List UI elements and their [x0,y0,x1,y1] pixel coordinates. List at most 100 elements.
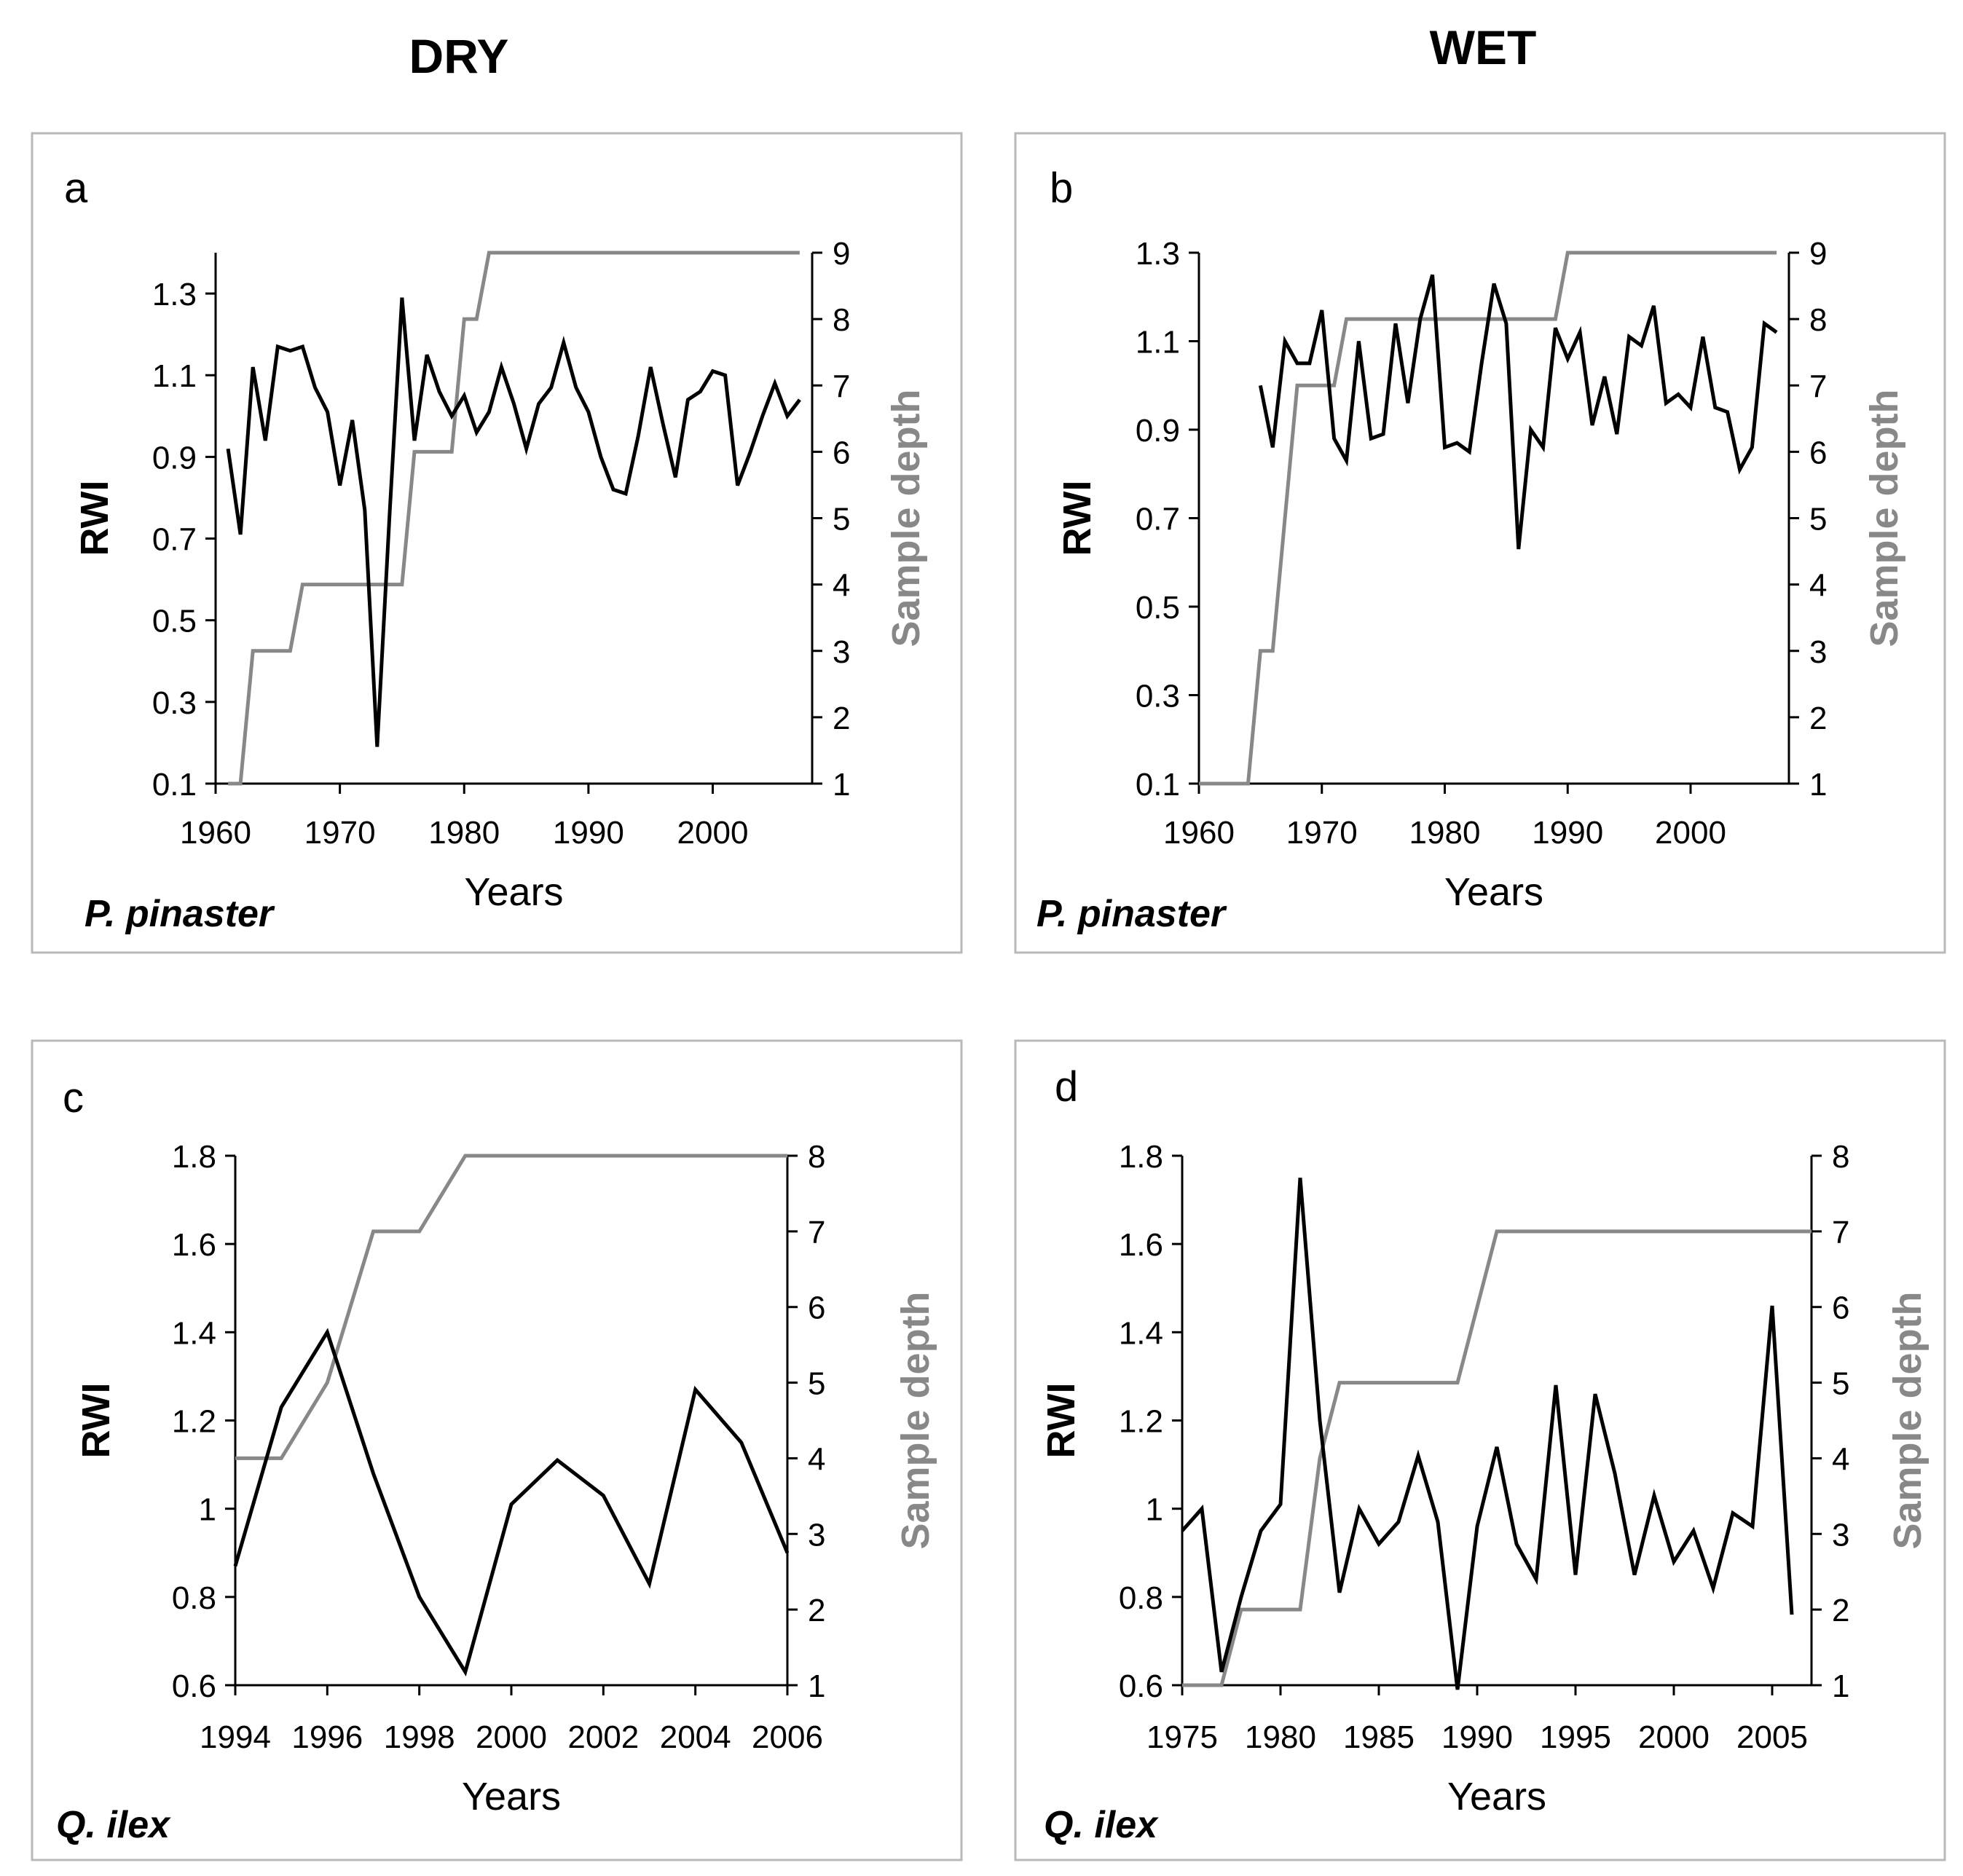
x-tick-label: 2002 [567,1719,639,1755]
x-tick-label: 1980 [1409,815,1481,851]
y2-tick-label: 8 [833,302,850,338]
panel-b: b 0.1 0.3 0.5 0.7 0.9 1.1 1.3 1 2 3 4 5 6 7 8 9 1960 1970 1… [1014,132,1946,954]
y-tick-label: 1.8 [1119,1139,1163,1175]
x-tick-label: 2004 [660,1719,731,1755]
y2-tick-label: 5 [1832,1366,1849,1402]
y-tick-label: 1.4 [1119,1315,1163,1351]
y-axis-title: RWI [74,1383,118,1459]
y2-tick-label: 9 [1809,236,1827,272]
x-tick-label: 1985 [1343,1719,1415,1755]
panel-a: a 0.1 0.3 0.5 0.7 0.9 1.1 1.3 1 2 3 4 5 6 7 8 9 1960 1970 1… [31,132,963,954]
y2-axis-title: Sample depth [1862,389,1906,647]
y2-tick-label: 2 [808,1593,825,1628]
x-tick-label: 2000 [476,1719,547,1755]
x-axis-title: Years [462,1775,561,1818]
rwi-line [1181,1178,1794,1690]
y-tick-label: 0.3 [1136,679,1180,714]
x-tick-label: 1970 [304,815,376,851]
y-tick-label: 1 [199,1492,216,1528]
x-tick-label: 1990 [1441,1719,1513,1755]
y2-tick-label: 7 [1809,368,1827,404]
y-tick-label: 0.8 [1119,1580,1163,1616]
y-tick-label: 1.2 [172,1404,216,1440]
y2-tick-label: 6 [1832,1290,1849,1326]
x-axis-title: Years [1444,870,1543,914]
x-tick-label: 1996 [291,1719,363,1755]
y2-tick-label: 8 [808,1139,825,1175]
y2-tick-label: 2 [1832,1593,1849,1628]
x-tick-label: 1998 [384,1719,455,1755]
y2-axis-title: Sample depth [884,389,928,647]
y2-tick-label: 3 [1809,634,1827,670]
panel-frame [1014,1039,1946,1861]
y2-tick-label: 2 [833,701,850,736]
sample-depth-line [235,1154,787,1460]
y2-tick-label: 1 [1832,1668,1849,1704]
y-tick-label: 1.6 [1119,1227,1163,1263]
x-tick-label: 2006 [752,1719,823,1755]
y-tick-label: 0.6 [172,1668,216,1704]
y-axis-title: RWI [73,481,117,556]
y-tick-label: 1 [1146,1492,1163,1528]
y-tick-label: 0.3 [152,685,197,721]
y-tick-label: 0.5 [1136,590,1180,626]
rwi-line [233,1328,790,1677]
y2-tick-label: 2 [1809,701,1827,736]
y-axis-title: RWI [1039,1383,1083,1459]
x-axis-title: Years [1447,1775,1546,1818]
y2-tick-label: 3 [833,634,850,670]
y2-tick-label: 3 [1832,1517,1849,1553]
panel-letter: c [63,1074,84,1122]
y-tick-label: 0.7 [152,522,197,558]
y2-tick-label: 6 [1809,435,1827,470]
y-axis-title: RWI [1055,481,1099,556]
y2-axis-title: Sample depth [1886,1291,1929,1549]
x-tick-label: 1960 [180,815,251,851]
y2-tick-label: 4 [808,1441,825,1477]
x-tick-label: 1990 [1532,815,1603,851]
species-label: P. pinaster [84,893,275,935]
x-tick-label: 2000 [677,815,749,851]
y2-tick-label: 8 [1809,302,1827,338]
y2-tick-label: 4 [833,568,850,604]
y-tick-label: 1.6 [172,1227,216,1263]
y2-tick-label: 9 [833,236,850,272]
y2-tick-label: 5 [1809,502,1827,537]
y-tick-label: 0.1 [1136,767,1180,803]
panel-d: d 0.6 0.8 1 1.2 1.4 1.6 1.8 1 2 3 4 5 6 7 8 1975 1980 1985… [1014,1039,1946,1861]
sample-depth-line [1199,251,1777,786]
species-label: P. pinaster [1036,893,1227,935]
x-tick-label: 1975 [1146,1719,1218,1755]
panel-c: c 0.6 0.8 1 1.2 1.4 1.6 1.8 1 2 3 4 5 6 7 8 1994 1996 1998… [31,1039,963,1861]
y2-tick-label: 7 [808,1215,825,1250]
panel-letter: a [64,165,88,212]
x-tick-label: 2005 [1736,1719,1808,1755]
y-tick-label: 0.9 [1136,413,1180,449]
y2-tick-label: 1 [808,1668,825,1704]
x-tick-label: 1980 [428,815,500,851]
x-tick-label: 1980 [1245,1719,1316,1755]
species-label: Q. ilex [56,1804,171,1846]
y-tick-label: 0.8 [172,1580,216,1616]
y-tick-label: 1.8 [172,1139,216,1175]
y2-tick-label: 4 [1809,568,1827,604]
panel-frame [31,132,963,954]
y2-tick-label: 5 [833,502,850,537]
y-tick-label: 0.7 [1136,502,1180,537]
y2-tick-label: 1 [1809,767,1827,803]
y2-tick-label: 8 [1832,1139,1849,1175]
header-wet: WET [1430,20,1537,74]
y-tick-label: 1.1 [152,358,197,394]
y-tick-label: 1.2 [1119,1404,1163,1440]
y-tick-label: 0.5 [152,604,197,639]
x-tick-label: 1960 [1163,815,1235,851]
rwi-line [1258,274,1778,550]
y-tick-label: 0.9 [152,440,197,476]
y-tick-label: 1.1 [1136,325,1180,360]
y-tick-label: 1.4 [172,1315,216,1351]
rwi-line [226,297,801,747]
y-tick-label: 1.3 [152,277,197,312]
y-tick-label: 0.1 [152,767,197,803]
y2-tick-label: 6 [808,1290,825,1326]
y-tick-label: 0.6 [1119,1668,1163,1704]
